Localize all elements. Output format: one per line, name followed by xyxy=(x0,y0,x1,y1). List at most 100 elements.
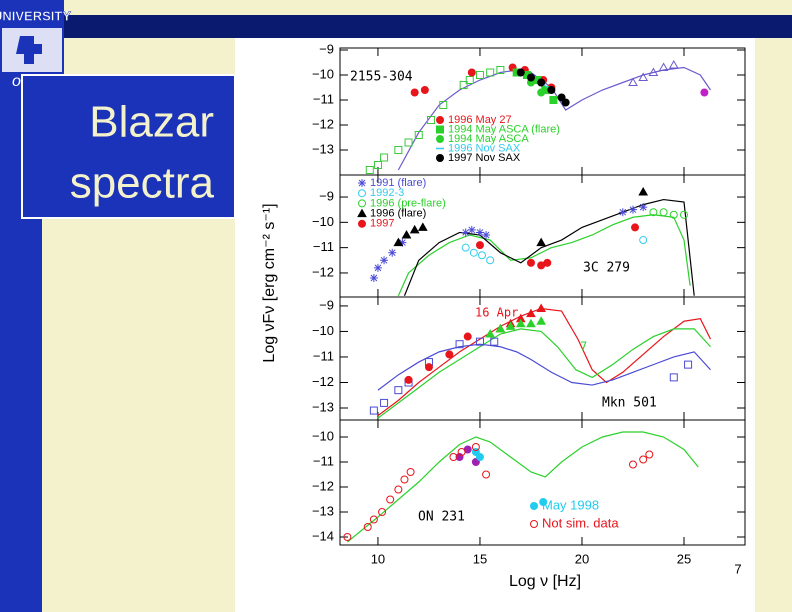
data-point xyxy=(485,328,496,338)
panel-label: ON 231 xyxy=(418,510,465,525)
data-point xyxy=(679,210,688,219)
data-point xyxy=(628,77,638,86)
data-point xyxy=(475,453,484,461)
data-point xyxy=(461,228,470,237)
data-point xyxy=(404,375,413,384)
y-tick-label: −11 xyxy=(313,91,334,106)
data-point xyxy=(393,237,404,247)
y-tick-label: −12 xyxy=(312,374,334,389)
data-point xyxy=(373,161,382,169)
legend-marker xyxy=(530,520,538,528)
data-point xyxy=(461,243,470,252)
legend-label: 1992-3 xyxy=(370,187,404,199)
data-point xyxy=(561,98,570,107)
data-point xyxy=(516,68,525,77)
legend-label: 1997 Nov SAX xyxy=(448,152,521,164)
data-point xyxy=(378,508,387,516)
data-point xyxy=(526,258,535,267)
data-point xyxy=(482,470,491,479)
legend-label: 1997 xyxy=(370,218,394,230)
data-point xyxy=(537,78,546,87)
y-tick-label: −13 xyxy=(312,503,334,518)
data-point xyxy=(482,230,491,239)
annotation: 16 Apr xyxy=(475,306,518,320)
legend-marker xyxy=(358,189,366,198)
data-point xyxy=(639,203,648,212)
legend-label: 1996 Nov SAX xyxy=(448,142,521,154)
data-point xyxy=(449,453,458,461)
data-point xyxy=(475,337,484,346)
legend-marker xyxy=(358,179,366,187)
data-point xyxy=(496,66,505,74)
y-tick-label: −12 xyxy=(312,264,334,279)
data-point xyxy=(539,498,548,506)
panel-label: 3C 279 xyxy=(583,261,630,276)
y-tick-label: −9 xyxy=(319,41,334,56)
model-curve xyxy=(397,214,691,296)
x-tick-label: 10 xyxy=(371,551,385,566)
y-tick-label: −12 xyxy=(312,116,334,131)
panel-label: Mkn 501 xyxy=(602,396,657,411)
legend-label: 1996 (pre-flare) xyxy=(370,197,446,209)
x-tick-label: 25 xyxy=(677,551,691,566)
legend-label: 1991 (flare) xyxy=(370,177,426,189)
data-point xyxy=(463,332,472,341)
data-point xyxy=(475,71,484,79)
data-point xyxy=(398,238,407,247)
data-point xyxy=(537,88,546,97)
y-tick-label: −9 xyxy=(319,188,334,203)
data-point xyxy=(536,316,547,325)
data-point xyxy=(618,208,627,217)
data-point xyxy=(406,468,415,476)
data-point xyxy=(401,229,412,239)
data-point xyxy=(445,350,454,359)
legend-label: Not sim. data xyxy=(542,515,619,530)
data-point xyxy=(700,88,709,97)
data-point xyxy=(638,186,649,196)
model-curve xyxy=(346,431,699,543)
data-point xyxy=(526,318,536,328)
data-point xyxy=(536,237,547,247)
data-point xyxy=(631,223,640,232)
data-point xyxy=(409,224,420,234)
data-point xyxy=(400,475,409,484)
data-point xyxy=(455,340,464,349)
y-axis-label: Log νFν [erg cm⁻² s⁻¹] xyxy=(261,203,278,362)
legend-label: 1996 May 27 xyxy=(448,114,512,126)
data-point xyxy=(475,241,484,250)
top-bar xyxy=(42,15,792,38)
data-point xyxy=(471,443,480,451)
legend-label: 1994 May ASCA (flare) xyxy=(448,123,560,135)
x-axis-label: Log ν [Hz] xyxy=(509,573,581,590)
y-tick-label: −9 xyxy=(319,297,334,312)
legend-marker xyxy=(358,219,366,228)
data-point xyxy=(369,406,378,415)
legend-marker xyxy=(436,116,444,124)
annotation: 7 xyxy=(580,340,587,354)
data-point xyxy=(526,73,535,82)
y-tick-label: −13 xyxy=(312,141,334,156)
data-point xyxy=(495,323,506,333)
y-tick-label: −12 xyxy=(312,478,334,493)
y-tick-label: −11 xyxy=(313,348,334,363)
data-point xyxy=(549,96,558,104)
data-point xyxy=(639,236,648,245)
data-point xyxy=(426,116,435,124)
legend-label: 1996 (flare) xyxy=(370,208,426,220)
data-point xyxy=(486,68,495,77)
legend-marker xyxy=(436,125,444,134)
data-point xyxy=(486,256,495,265)
legend-marker xyxy=(358,199,366,208)
y-tick-label: −10 xyxy=(312,66,334,81)
data-point xyxy=(363,523,372,531)
data-point xyxy=(465,76,474,84)
data-point xyxy=(380,153,389,162)
legend-label: May 1998 xyxy=(542,497,599,512)
data-point xyxy=(515,318,526,328)
data-point xyxy=(658,62,669,71)
data-point xyxy=(410,88,419,97)
model-curve xyxy=(377,307,712,417)
data-point xyxy=(373,263,382,272)
